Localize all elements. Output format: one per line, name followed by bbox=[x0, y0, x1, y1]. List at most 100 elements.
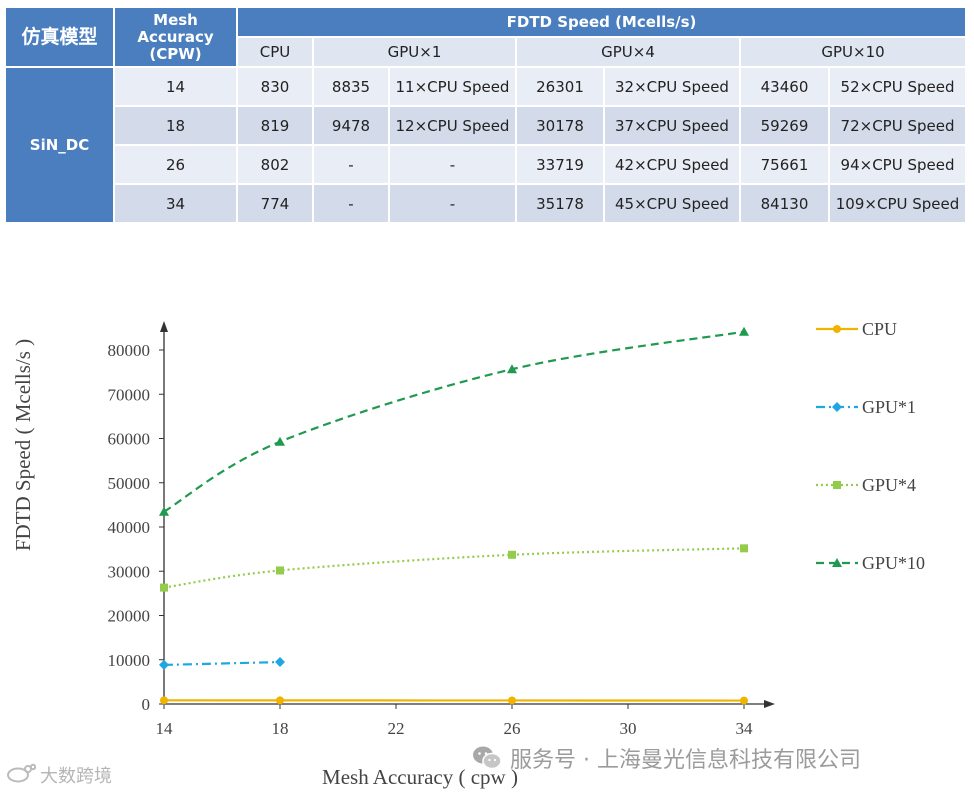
cell-gpu4: 33719 bbox=[515, 144, 605, 185]
data-point bbox=[276, 566, 284, 575]
cell-gpu4-speedup: 37×CPU Speed bbox=[603, 105, 741, 146]
y-tick-label: 10000 bbox=[108, 651, 151, 670]
cell-gpu1-speedup: - bbox=[388, 183, 517, 224]
data-point bbox=[159, 506, 169, 516]
watermark-left-text: 大数跨境 bbox=[40, 766, 112, 787]
y-tick-label: 40000 bbox=[108, 518, 151, 537]
y-axis-label: FDTD Speed ( Mcells/s ) bbox=[11, 339, 35, 551]
series-gpu10 bbox=[159, 326, 749, 516]
legend-item: GPU*10 bbox=[816, 553, 925, 573]
legend-label: CPU bbox=[862, 319, 897, 339]
cell-gpu1: 8835 bbox=[312, 66, 390, 107]
cell-gpu1-speedup: 11×CPU Speed bbox=[388, 66, 517, 107]
legend-label: GPU*4 bbox=[862, 475, 916, 495]
legend-label: GPU*1 bbox=[862, 397, 916, 417]
y-tick-label: 60000 bbox=[108, 430, 151, 449]
table-row: SiN_DC 14 830 8835 11×CPU Speed 26301 32… bbox=[4, 66, 968, 224]
cell-gpu4: 30178 bbox=[515, 105, 605, 146]
cell-gpu10-speedup: 94×CPU Speed bbox=[827, 144, 968, 185]
legend-marker bbox=[833, 481, 841, 489]
series-gpu4 bbox=[160, 544, 748, 592]
cell-mesh: 14 bbox=[113, 66, 238, 107]
header-fdtd-speed: FDTD Speed (Mcells/s) bbox=[235, 6, 968, 38]
watermark-left: 大数跨境 bbox=[6, 762, 112, 788]
chart-axes: 0 10000 20000 30000 40000 50000 60000 70000 8000… bbox=[108, 321, 775, 738]
data-point bbox=[275, 657, 285, 668]
wechat-icon bbox=[472, 745, 502, 771]
series-line bbox=[163, 660, 281, 667]
table-row: 18 819 9478 12×CPU Speed 30178 37×CPU Sp… bbox=[5, 105, 968, 146]
legend-item: GPU*1 bbox=[816, 397, 916, 417]
subheader-gpu10: GPU×10 bbox=[738, 36, 968, 68]
cell-gpu10: 59269 bbox=[739, 105, 830, 146]
data-point bbox=[508, 696, 516, 705]
cell-gpu10: 43460 bbox=[739, 66, 830, 107]
series-gpu1 bbox=[159, 657, 285, 670]
cell-cpu: 774 bbox=[236, 183, 314, 224]
series-line bbox=[163, 330, 745, 513]
x-tick-label: 30 bbox=[620, 719, 637, 738]
data-point bbox=[159, 659, 169, 670]
data-point bbox=[275, 436, 285, 446]
cell-gpu1-speedup: 12×CPU Speed bbox=[388, 105, 517, 146]
y-tick-label: 30000 bbox=[108, 562, 151, 581]
data-point bbox=[508, 550, 516, 559]
legend-marker bbox=[832, 402, 842, 412]
data-point bbox=[740, 696, 748, 705]
chart-series bbox=[159, 326, 749, 705]
y-tick-label: 0 bbox=[142, 695, 151, 714]
subheader-cpu: CPU bbox=[236, 36, 314, 68]
cell-gpu4-speedup: 42×CPU Speed bbox=[603, 144, 741, 185]
data-point bbox=[160, 583, 168, 592]
speed-table: 仿真模型 Mesh Accuracy (CPW) FDTD Speed (Mce… bbox=[4, 6, 968, 224]
weibo-icon bbox=[6, 763, 37, 788]
series-cpu bbox=[160, 696, 748, 705]
legend-item: GPU*4 bbox=[816, 475, 916, 495]
cell-gpu1: 9478 bbox=[312, 105, 390, 146]
x-tick-label: 14 bbox=[156, 719, 174, 738]
data-point bbox=[276, 696, 284, 705]
header-model: 仿真模型 bbox=[4, 6, 115, 68]
y-axis-arrow bbox=[160, 321, 168, 332]
watermark-right: 服务号 · 上海曼光信息科技有限公司 bbox=[472, 740, 861, 776]
y-tick-label: 50000 bbox=[108, 474, 151, 493]
data-point bbox=[507, 364, 517, 374]
cell-gpu10: 84130 bbox=[739, 183, 830, 224]
header-mesh-accuracy: Mesh Accuracy (CPW) bbox=[113, 6, 238, 68]
cell-gpu10-speedup: 52×CPU Speed bbox=[827, 66, 968, 107]
table-row: 34 774 - - 35178 45×CPU Speed 84130 109×… bbox=[5, 183, 968, 224]
series-line bbox=[163, 547, 745, 589]
cell-mesh: 18 bbox=[113, 105, 238, 146]
cell-mesh: 34 bbox=[113, 183, 238, 224]
legend-marker bbox=[833, 325, 841, 333]
cell-gpu10-speedup: 72×CPU Speed bbox=[827, 105, 968, 146]
cell-cpu: 802 bbox=[236, 144, 314, 185]
x-axis-arrow bbox=[764, 700, 775, 708]
cell-gpu10: 75661 bbox=[739, 144, 830, 185]
cell-gpu4-speedup: 45×CPU Speed bbox=[603, 183, 741, 224]
x-tick-label: 18 bbox=[272, 719, 289, 738]
y-tick-label: 70000 bbox=[108, 385, 151, 404]
cell-cpu: 830 bbox=[236, 66, 314, 107]
x-tick-label: 22 bbox=[388, 719, 405, 738]
cell-gpu4-speedup: 32×CPU Speed bbox=[603, 66, 741, 107]
watermark-right-text: 服务号 · 上海曼光信息科技有限公司 bbox=[510, 748, 861, 773]
cell-gpu10-speedup: 109×CPU Speed bbox=[827, 183, 968, 224]
subheader-gpu1: GPU×1 bbox=[312, 36, 517, 68]
cell-gpu4: 35178 bbox=[515, 183, 605, 224]
model-name: SiN_DC bbox=[4, 66, 115, 224]
legend-marker bbox=[832, 558, 842, 567]
legend-item: CPU bbox=[816, 319, 897, 339]
x-tick-label: 34 bbox=[736, 719, 754, 738]
cell-mesh: 26 bbox=[113, 144, 238, 185]
data-point bbox=[740, 544, 748, 553]
chart-legend: CPU GPU*1 GPU*4 GPU*10 bbox=[816, 319, 925, 573]
data-point bbox=[739, 326, 749, 336]
data-point bbox=[160, 696, 168, 705]
cell-gpu1: - bbox=[312, 183, 390, 224]
table-row: 26 802 - - 33719 42×CPU Speed 75661 94×C… bbox=[5, 144, 968, 185]
legend-label: GPU*10 bbox=[862, 553, 925, 573]
cell-gpu1: - bbox=[312, 144, 390, 185]
cell-gpu1-speedup: - bbox=[388, 144, 517, 185]
y-tick-label: 20000 bbox=[108, 607, 151, 626]
